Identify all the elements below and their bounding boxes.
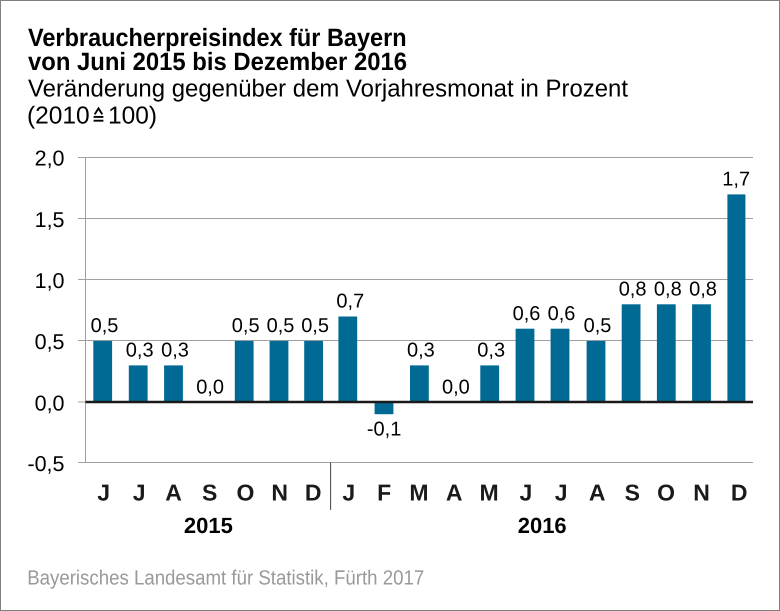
svg-text:N: N [271, 480, 288, 506]
svg-text:0,0: 0,0 [196, 377, 224, 399]
svg-text:0,5: 0,5 [584, 315, 612, 337]
svg-text:Verbraucherpreisindex für Baye: Verbraucherpreisindex für Bayern [28, 24, 407, 52]
svg-text:D: D [731, 480, 748, 506]
svg-text:J: J [342, 480, 355, 506]
svg-text:0,6: 0,6 [548, 303, 576, 325]
svg-text:M: M [480, 480, 499, 506]
svg-text:M: M [409, 480, 428, 506]
svg-text:-0,5: -0,5 [27, 452, 64, 476]
svg-text:S: S [625, 480, 640, 506]
svg-text:1,7: 1,7 [722, 169, 750, 191]
svg-text:0,6: 0,6 [513, 303, 541, 325]
svg-text:100): 100) [108, 102, 157, 129]
svg-text:2016: 2016 [518, 513, 567, 538]
svg-text:A: A [589, 480, 606, 506]
svg-text:0,8: 0,8 [689, 278, 717, 300]
svg-text:D: D [305, 480, 322, 506]
svg-text:N: N [693, 480, 710, 506]
svg-text:A: A [446, 480, 463, 506]
svg-text:1,0: 1,0 [35, 269, 65, 293]
svg-text:0,5: 0,5 [232, 315, 260, 337]
svg-text:0,5: 0,5 [91, 315, 119, 337]
svg-text:2015: 2015 [184, 513, 233, 538]
svg-text:0,5: 0,5 [35, 330, 65, 354]
svg-text:1,5: 1,5 [35, 208, 65, 232]
svg-text:Bayerisches Landesamt für Stat: Bayerisches Landesamt für Statistik, Für… [27, 566, 424, 589]
svg-text:0,8: 0,8 [654, 278, 682, 300]
svg-text:0,7: 0,7 [336, 291, 364, 313]
svg-text:-0,1: -0,1 [367, 419, 401, 441]
svg-text:F: F [377, 480, 391, 506]
svg-text:0,0: 0,0 [35, 392, 65, 416]
svg-text:J: J [133, 480, 146, 506]
svg-text:A: A [165, 480, 182, 506]
svg-text:0,8: 0,8 [619, 278, 647, 300]
svg-text:J: J [97, 480, 110, 506]
svg-text:von Juni 2015 bis Dezember 201: von Juni 2015 bis Dezember 2016 [28, 48, 407, 76]
svg-text:0,3: 0,3 [477, 340, 505, 362]
svg-text:0,0: 0,0 [442, 377, 470, 399]
svg-text:(2010: (2010 [27, 102, 90, 129]
svg-text:0,3: 0,3 [126, 340, 154, 362]
svg-text:0,3: 0,3 [407, 340, 435, 362]
svg-text:2,0: 2,0 [35, 147, 65, 171]
svg-text:J: J [520, 480, 533, 506]
svg-text:O: O [657, 480, 675, 506]
svg-text:S: S [202, 480, 217, 506]
svg-text:0,5: 0,5 [301, 315, 329, 337]
svg-text:O: O [237, 480, 255, 506]
svg-text:J: J [555, 480, 568, 506]
svg-text:0,3: 0,3 [161, 340, 189, 362]
svg-text:0,5: 0,5 [267, 315, 295, 337]
svg-text:Veränderung gegenüber dem Vorj: Veränderung gegenüber dem Vorjahresmonat… [28, 75, 628, 102]
